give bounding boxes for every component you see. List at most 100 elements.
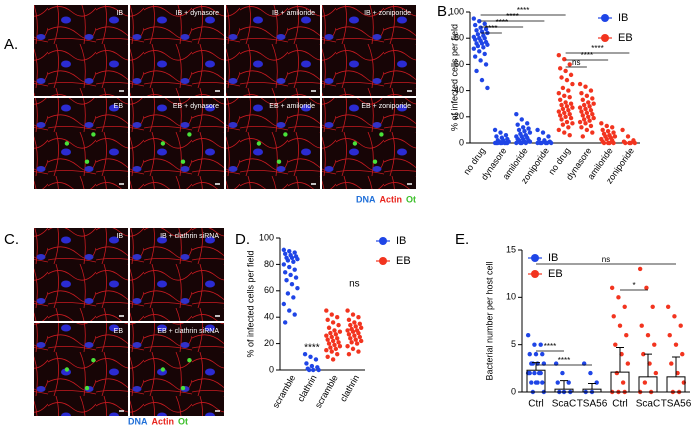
data-point bbox=[516, 127, 522, 133]
bacteria-signal bbox=[64, 367, 70, 372]
data-point bbox=[642, 380, 648, 385]
data-point bbox=[672, 314, 677, 319]
significance-label: ns bbox=[572, 58, 580, 67]
data-point bbox=[540, 130, 546, 135]
data-point bbox=[570, 81, 575, 87]
data-point bbox=[326, 325, 332, 330]
data-point bbox=[281, 247, 287, 253]
data-point bbox=[282, 270, 288, 275]
data-point bbox=[498, 130, 503, 135]
data-point bbox=[356, 349, 361, 354]
y-tick-label: 40 bbox=[454, 85, 464, 95]
data-point bbox=[324, 333, 329, 338]
data-point bbox=[599, 121, 604, 126]
data-point bbox=[287, 264, 292, 270]
significance-label: **** bbox=[544, 342, 556, 351]
data-point bbox=[527, 351, 532, 357]
data-point bbox=[291, 259, 296, 264]
data-point bbox=[332, 328, 337, 333]
data-point bbox=[590, 96, 595, 101]
data-point bbox=[472, 22, 478, 28]
data-point bbox=[316, 367, 321, 373]
error-bar bbox=[532, 362, 540, 371]
data-point bbox=[346, 351, 352, 357]
data-point bbox=[678, 323, 683, 328]
data-point bbox=[346, 332, 352, 337]
x-tick-label: TSA56 bbox=[577, 399, 608, 410]
error-bar bbox=[672, 356, 680, 377]
data-point bbox=[559, 117, 564, 122]
data-point bbox=[600, 127, 605, 133]
data-point bbox=[525, 121, 530, 126]
data-point bbox=[309, 363, 315, 369]
data-point bbox=[622, 304, 627, 309]
stain-label: Ot bbox=[178, 416, 188, 426]
panel-label: E. bbox=[455, 231, 469, 248]
significance-label: **** bbox=[558, 356, 570, 365]
data-point bbox=[563, 114, 568, 120]
micrograph bbox=[34, 98, 128, 189]
data-point bbox=[632, 140, 638, 146]
data-point bbox=[289, 255, 295, 260]
data-point bbox=[348, 322, 353, 328]
data-point bbox=[474, 28, 479, 33]
image-caption: IB bbox=[116, 10, 123, 17]
data-point bbox=[538, 342, 543, 347]
data-point bbox=[586, 114, 591, 120]
bacteria-signal bbox=[84, 159, 90, 164]
bacteria-signal bbox=[372, 159, 378, 164]
data-point bbox=[482, 51, 487, 57]
data-point bbox=[594, 380, 599, 385]
data-point bbox=[669, 361, 674, 366]
x-tick-label: clathrin bbox=[295, 373, 318, 403]
data-point bbox=[479, 41, 485, 46]
data-point bbox=[559, 75, 564, 80]
y-tick-label: 60 bbox=[454, 59, 464, 69]
data-point bbox=[527, 130, 533, 135]
data-point bbox=[579, 91, 584, 96]
data-point bbox=[324, 308, 329, 313]
data-point bbox=[485, 85, 490, 91]
bar bbox=[666, 376, 686, 393]
data-point bbox=[358, 325, 364, 330]
data-point bbox=[539, 140, 544, 146]
data-point bbox=[616, 295, 621, 300]
data-point bbox=[625, 361, 631, 366]
y-axis-label: Bacterial number per host cell bbox=[484, 261, 494, 380]
data-point bbox=[284, 278, 289, 283]
micrograph bbox=[130, 5, 224, 96]
data-point bbox=[557, 97, 563, 102]
data-point bbox=[358, 338, 364, 344]
data-point bbox=[529, 380, 534, 385]
panel-label: D. bbox=[235, 231, 250, 248]
data-point bbox=[591, 101, 596, 106]
data-point bbox=[610, 125, 615, 130]
data-point bbox=[514, 140, 519, 146]
data-point bbox=[604, 123, 609, 129]
image-caption: EB + clathrin siRNA bbox=[157, 328, 219, 335]
image-caption: IB + amiloride bbox=[272, 10, 315, 17]
data-point bbox=[285, 291, 291, 296]
data-point bbox=[568, 115, 574, 121]
data-point bbox=[515, 122, 520, 127]
data-point bbox=[588, 88, 594, 93]
significance-label: **** bbox=[591, 44, 603, 53]
data-point bbox=[330, 357, 336, 362]
data-point bbox=[557, 113, 563, 118]
data-point bbox=[282, 320, 288, 325]
data-point bbox=[533, 351, 539, 357]
data-point bbox=[568, 101, 574, 106]
data-point bbox=[288, 272, 293, 278]
data-point bbox=[584, 110, 590, 116]
data-point bbox=[525, 333, 531, 338]
x-tick-label: clathrin bbox=[338, 373, 361, 403]
bacteria-signal bbox=[160, 141, 166, 146]
data-point bbox=[520, 125, 526, 130]
data-point bbox=[570, 105, 575, 110]
data-point bbox=[563, 100, 568, 105]
micrograph bbox=[34, 323, 128, 416]
data-point bbox=[577, 119, 583, 125]
data-point bbox=[281, 301, 287, 307]
x-tick-label: ScaC bbox=[552, 399, 576, 410]
data-point bbox=[653, 370, 659, 376]
